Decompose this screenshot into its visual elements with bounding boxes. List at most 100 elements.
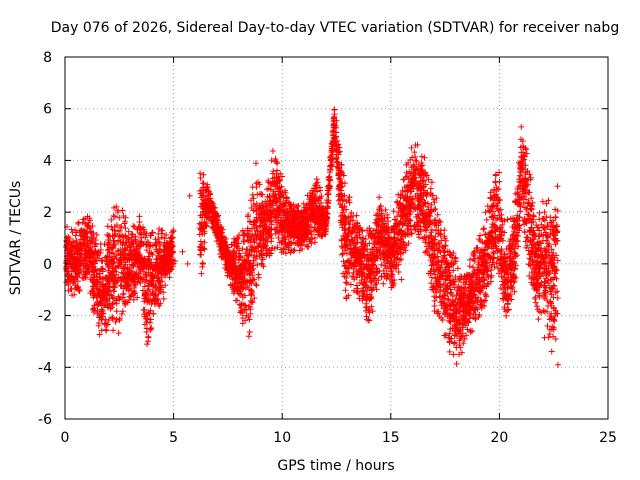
- data-point: [122, 233, 129, 240]
- data-point: [246, 251, 253, 258]
- data-point: [110, 212, 117, 219]
- data-point: [94, 279, 101, 286]
- data-point: [116, 214, 123, 221]
- data-point: [81, 243, 88, 250]
- data-point: [146, 310, 153, 317]
- data-point: [163, 248, 170, 255]
- data-point: [98, 299, 105, 306]
- data-point: [66, 235, 73, 242]
- data-point: [248, 204, 255, 211]
- data-point: [110, 327, 117, 334]
- data-point: [108, 304, 115, 311]
- data-point: [158, 274, 165, 281]
- data-point: [130, 247, 137, 254]
- data-point: [228, 241, 235, 248]
- data-point: [99, 307, 106, 314]
- data-point: [93, 231, 100, 238]
- data-point: [73, 237, 80, 244]
- data-point: [140, 268, 147, 275]
- data-point: [111, 213, 118, 220]
- data-point: [64, 276, 71, 283]
- data-point: [91, 241, 98, 248]
- data-point: [96, 278, 103, 285]
- data-point: [156, 283, 163, 290]
- data-point: [200, 189, 207, 196]
- data-point: [80, 216, 87, 223]
- data-point: [113, 251, 120, 258]
- data-point: [179, 248, 186, 255]
- data-point: [164, 245, 171, 252]
- data-point: [235, 279, 242, 286]
- data-point: [125, 228, 132, 235]
- data-point: [253, 248, 260, 255]
- data-point: [76, 287, 83, 294]
- data-point: [108, 224, 115, 231]
- data-point: [83, 255, 90, 262]
- data-point: [105, 239, 112, 246]
- data-point: [160, 289, 167, 296]
- data-point: [154, 296, 161, 303]
- data-point: [184, 260, 191, 267]
- data-point: [205, 189, 212, 196]
- data-point: [128, 292, 135, 299]
- data-point: [87, 239, 94, 246]
- data-point: [241, 301, 248, 308]
- data-point: [225, 250, 232, 257]
- data-point: [130, 296, 137, 303]
- data-point: [71, 276, 78, 283]
- data-point: [237, 288, 244, 295]
- data-point: [197, 170, 204, 177]
- data-point: [247, 306, 254, 313]
- data-point: [237, 307, 244, 314]
- data-point: [104, 321, 111, 328]
- data-point: [69, 260, 76, 267]
- data-point: [169, 229, 176, 236]
- data-point: [216, 227, 223, 234]
- data-point: [98, 316, 105, 323]
- data-point: [225, 244, 232, 251]
- data-point: [145, 282, 152, 289]
- data-point: [244, 237, 251, 244]
- data-point: [122, 225, 129, 232]
- data-point: [134, 294, 141, 301]
- data-point: [95, 322, 102, 329]
- data-point: [201, 239, 208, 246]
- data-point: [112, 280, 119, 287]
- data-point: [209, 208, 216, 215]
- data-point: [218, 237, 225, 244]
- data-point: [121, 218, 128, 225]
- data-point: [116, 233, 123, 240]
- data-point: [130, 254, 137, 261]
- data-point: [198, 270, 205, 277]
- data-point: [228, 272, 235, 279]
- data-point: [140, 231, 147, 238]
- data-point: [111, 237, 118, 244]
- data-point: [198, 247, 205, 254]
- data-point: [130, 241, 137, 248]
- data-point: [168, 250, 175, 257]
- data-point: [243, 246, 250, 253]
- data-point: [127, 254, 134, 261]
- data-point: [243, 258, 250, 265]
- data-point: [136, 213, 143, 220]
- data-point: [73, 261, 80, 268]
- data-point: [90, 250, 97, 257]
- data-point: [206, 197, 213, 204]
- data-point: [114, 209, 121, 216]
- data-point: [248, 291, 255, 298]
- data-point: [72, 232, 79, 239]
- data-point: [87, 217, 94, 224]
- data-point: [249, 299, 256, 306]
- data-point: [108, 244, 115, 251]
- data-point: [146, 249, 153, 256]
- data-point: [157, 261, 164, 268]
- data-point: [206, 199, 213, 206]
- data-point: [122, 214, 129, 221]
- data-point: [89, 277, 96, 284]
- data-point: [86, 254, 93, 261]
- data-point: [138, 265, 145, 272]
- data-point: [106, 284, 113, 291]
- data-point: [113, 222, 120, 229]
- data-point: [221, 240, 228, 247]
- data-point: [108, 257, 115, 264]
